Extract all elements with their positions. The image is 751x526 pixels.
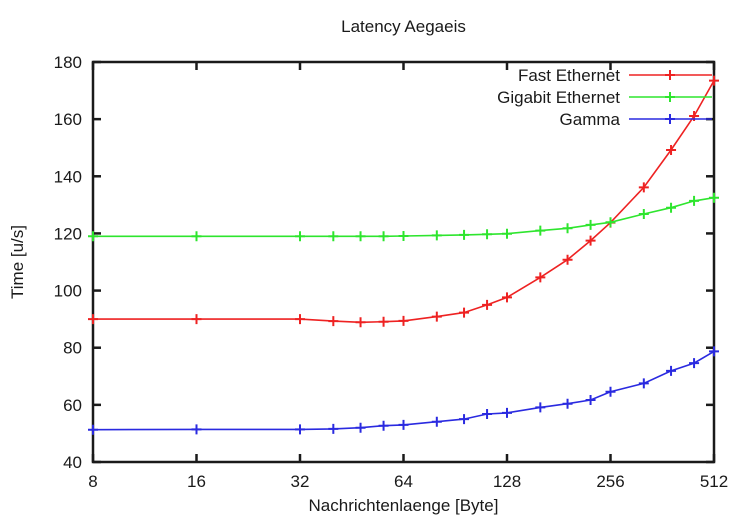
series-line-gigabit-ethernet [93,196,715,238]
legend-label-fast-ethernet: Fast Ethernet [518,66,620,85]
y-tick-label: 100 [54,282,82,301]
y-tick-label: 180 [54,53,82,72]
legend-label-gamma: Gamma [560,110,621,129]
x-tick-label: 8 [88,472,97,491]
legend-sample-marker-fast-ethernet [665,70,675,80]
x-tick-label: 16 [187,472,206,491]
y-tick-label: 140 [54,167,82,186]
legend-label-gigabit-ethernet: Gigabit Ethernet [497,88,620,107]
axis-border [91,60,716,464]
series-line-fast-ethernet [93,80,715,324]
series-markers-fast-ethernet [88,75,719,328]
legend-sample-marker-gamma [665,114,675,124]
x-tick-label: 32 [291,472,310,491]
x-tick-label: 256 [596,472,624,491]
y-tick-label: 60 [63,396,82,415]
y-tick-label: 40 [63,453,82,472]
x-tick-label: 512 [700,472,728,491]
legend-sample-marker-gigabit-ethernet [665,92,675,102]
x-axis-label: Nachrichtenlaenge [Byte] [308,496,499,515]
x-tick-label: 128 [493,472,521,491]
series-markers-gamma [88,346,719,435]
x-tick-label: 64 [394,472,413,491]
y-tick-label: 120 [54,224,82,243]
series-markers-gigabit-ethernet [88,192,719,242]
chart-title: Latency Aegaeis [341,17,466,36]
y-tick-label: 80 [63,339,82,358]
series-line-gamma [92,350,715,431]
y-tick-label: 160 [54,110,82,129]
